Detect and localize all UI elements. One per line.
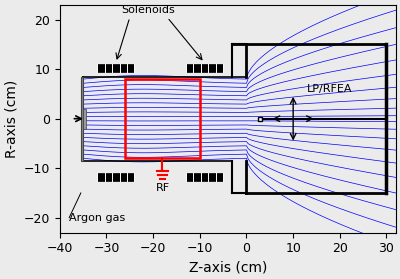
Y-axis label: R-axis (cm): R-axis (cm) xyxy=(4,80,18,158)
X-axis label: Z-axis (cm): Z-axis (cm) xyxy=(189,261,267,275)
Text: LP/RFEA: LP/RFEA xyxy=(307,84,353,94)
Text: Argon gas: Argon gas xyxy=(69,213,126,223)
Bar xyxy=(83,109,86,129)
Bar xyxy=(97,64,134,72)
Bar xyxy=(186,64,223,72)
Text: Solenoids: Solenoids xyxy=(122,5,175,15)
Text: RF: RF xyxy=(156,183,170,193)
Bar xyxy=(125,79,200,158)
Bar xyxy=(81,77,83,161)
Bar xyxy=(97,173,134,181)
Bar xyxy=(186,173,223,181)
